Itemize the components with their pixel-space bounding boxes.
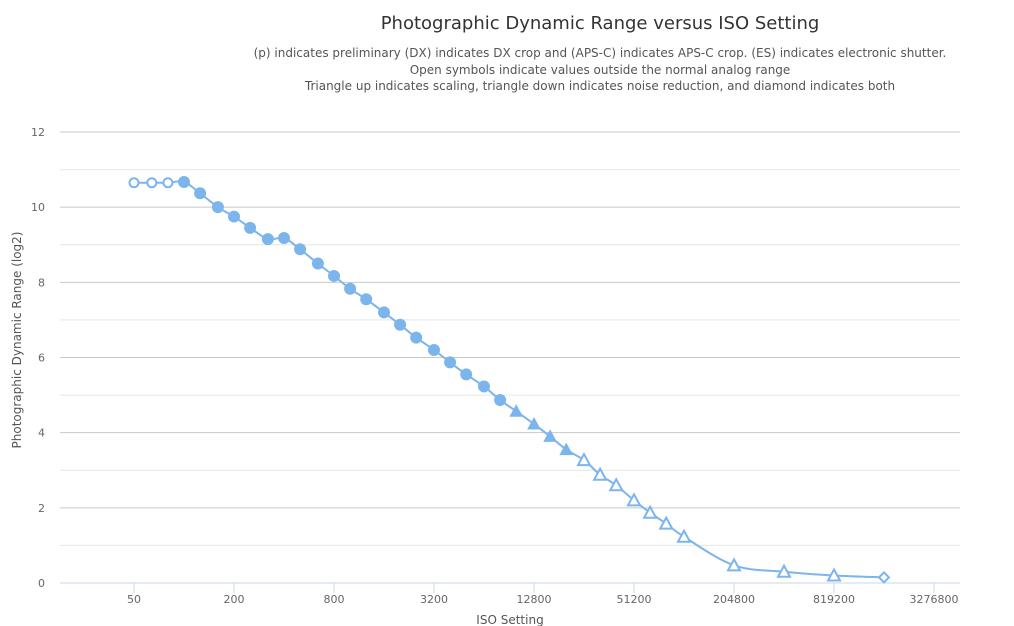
circle-marker bbox=[478, 380, 490, 393]
circle-marker bbox=[244, 221, 257, 234]
open-triangle-marker bbox=[676, 528, 692, 543]
circle-marker bbox=[228, 210, 240, 223]
open-triangle-marker bbox=[608, 477, 624, 492]
circle-marker bbox=[444, 356, 457, 369]
circle-marker bbox=[394, 318, 407, 331]
triangle-marker bbox=[559, 442, 574, 456]
circle-marker bbox=[428, 343, 440, 356]
x-axis-label: ISO Setting bbox=[476, 613, 543, 626]
circle-marker bbox=[211, 201, 224, 214]
x-tick-label: 204800 bbox=[713, 593, 755, 606]
chart-title: Photographic Dynamic Range versus ISO Se… bbox=[381, 13, 820, 34]
open-triangle-marker bbox=[592, 466, 608, 481]
y-tick-label: 4 bbox=[38, 427, 45, 440]
triangle-marker bbox=[509, 404, 524, 417]
circle-marker bbox=[410, 331, 423, 344]
open-triangle-marker bbox=[726, 557, 742, 572]
open-triangle-marker bbox=[576, 452, 592, 467]
open-triangle-marker bbox=[826, 567, 842, 582]
circle-marker bbox=[378, 306, 390, 319]
x-tick-label: 12800 bbox=[517, 593, 552, 606]
x-tick-label: 819200 bbox=[813, 593, 855, 606]
open-circle-marker bbox=[162, 177, 174, 189]
chart-subtitle-line-3: Triangle up indicates scaling, triangle … bbox=[304, 79, 895, 93]
y-tick-label: 2 bbox=[38, 502, 45, 515]
y-axis-label: Photographic Dynamic Range (log2) bbox=[10, 232, 24, 449]
circle-marker bbox=[278, 231, 290, 244]
open-circle-marker bbox=[146, 177, 158, 189]
circle-marker bbox=[261, 233, 274, 246]
x-tick-label: 800 bbox=[324, 593, 345, 606]
y-tick-label: 8 bbox=[38, 276, 45, 289]
y-tick-label: 6 bbox=[38, 352, 45, 365]
circle-marker bbox=[360, 293, 373, 306]
circle-marker bbox=[194, 187, 207, 200]
circle-marker bbox=[328, 269, 340, 282]
triangle-marker bbox=[527, 416, 541, 430]
circle-marker bbox=[311, 257, 324, 270]
open-circle-marker bbox=[128, 177, 140, 189]
x-tick-label: 51200 bbox=[617, 593, 652, 606]
y-tick-label: 10 bbox=[31, 201, 45, 214]
open-triangle-marker bbox=[776, 563, 792, 578]
open-diamond-marker bbox=[877, 570, 891, 584]
triangle-marker bbox=[543, 429, 557, 442]
x-tick-label: 50 bbox=[127, 593, 141, 606]
circle-marker bbox=[494, 393, 507, 406]
circle-marker bbox=[178, 175, 190, 188]
open-triangle-marker bbox=[642, 504, 658, 519]
circle-marker bbox=[460, 368, 473, 381]
y-tick-label: 12 bbox=[31, 126, 45, 139]
chart-subtitle-line-2: Open symbols indicate values outside the… bbox=[410, 63, 791, 77]
chart-subtitle-line-1: (p) indicates preliminary (DX) indicates… bbox=[254, 46, 947, 60]
open-triangle-marker bbox=[626, 492, 642, 507]
x-tick-label: 3200 bbox=[420, 593, 448, 606]
x-tick-label: 3276800 bbox=[910, 593, 959, 606]
x-tick-label: 200 bbox=[224, 593, 245, 606]
y-tick-label: 0 bbox=[38, 577, 45, 590]
circle-marker bbox=[294, 243, 307, 256]
series-line bbox=[133, 180, 885, 579]
open-triangle-marker bbox=[658, 515, 674, 530]
circle-marker bbox=[344, 282, 357, 295]
